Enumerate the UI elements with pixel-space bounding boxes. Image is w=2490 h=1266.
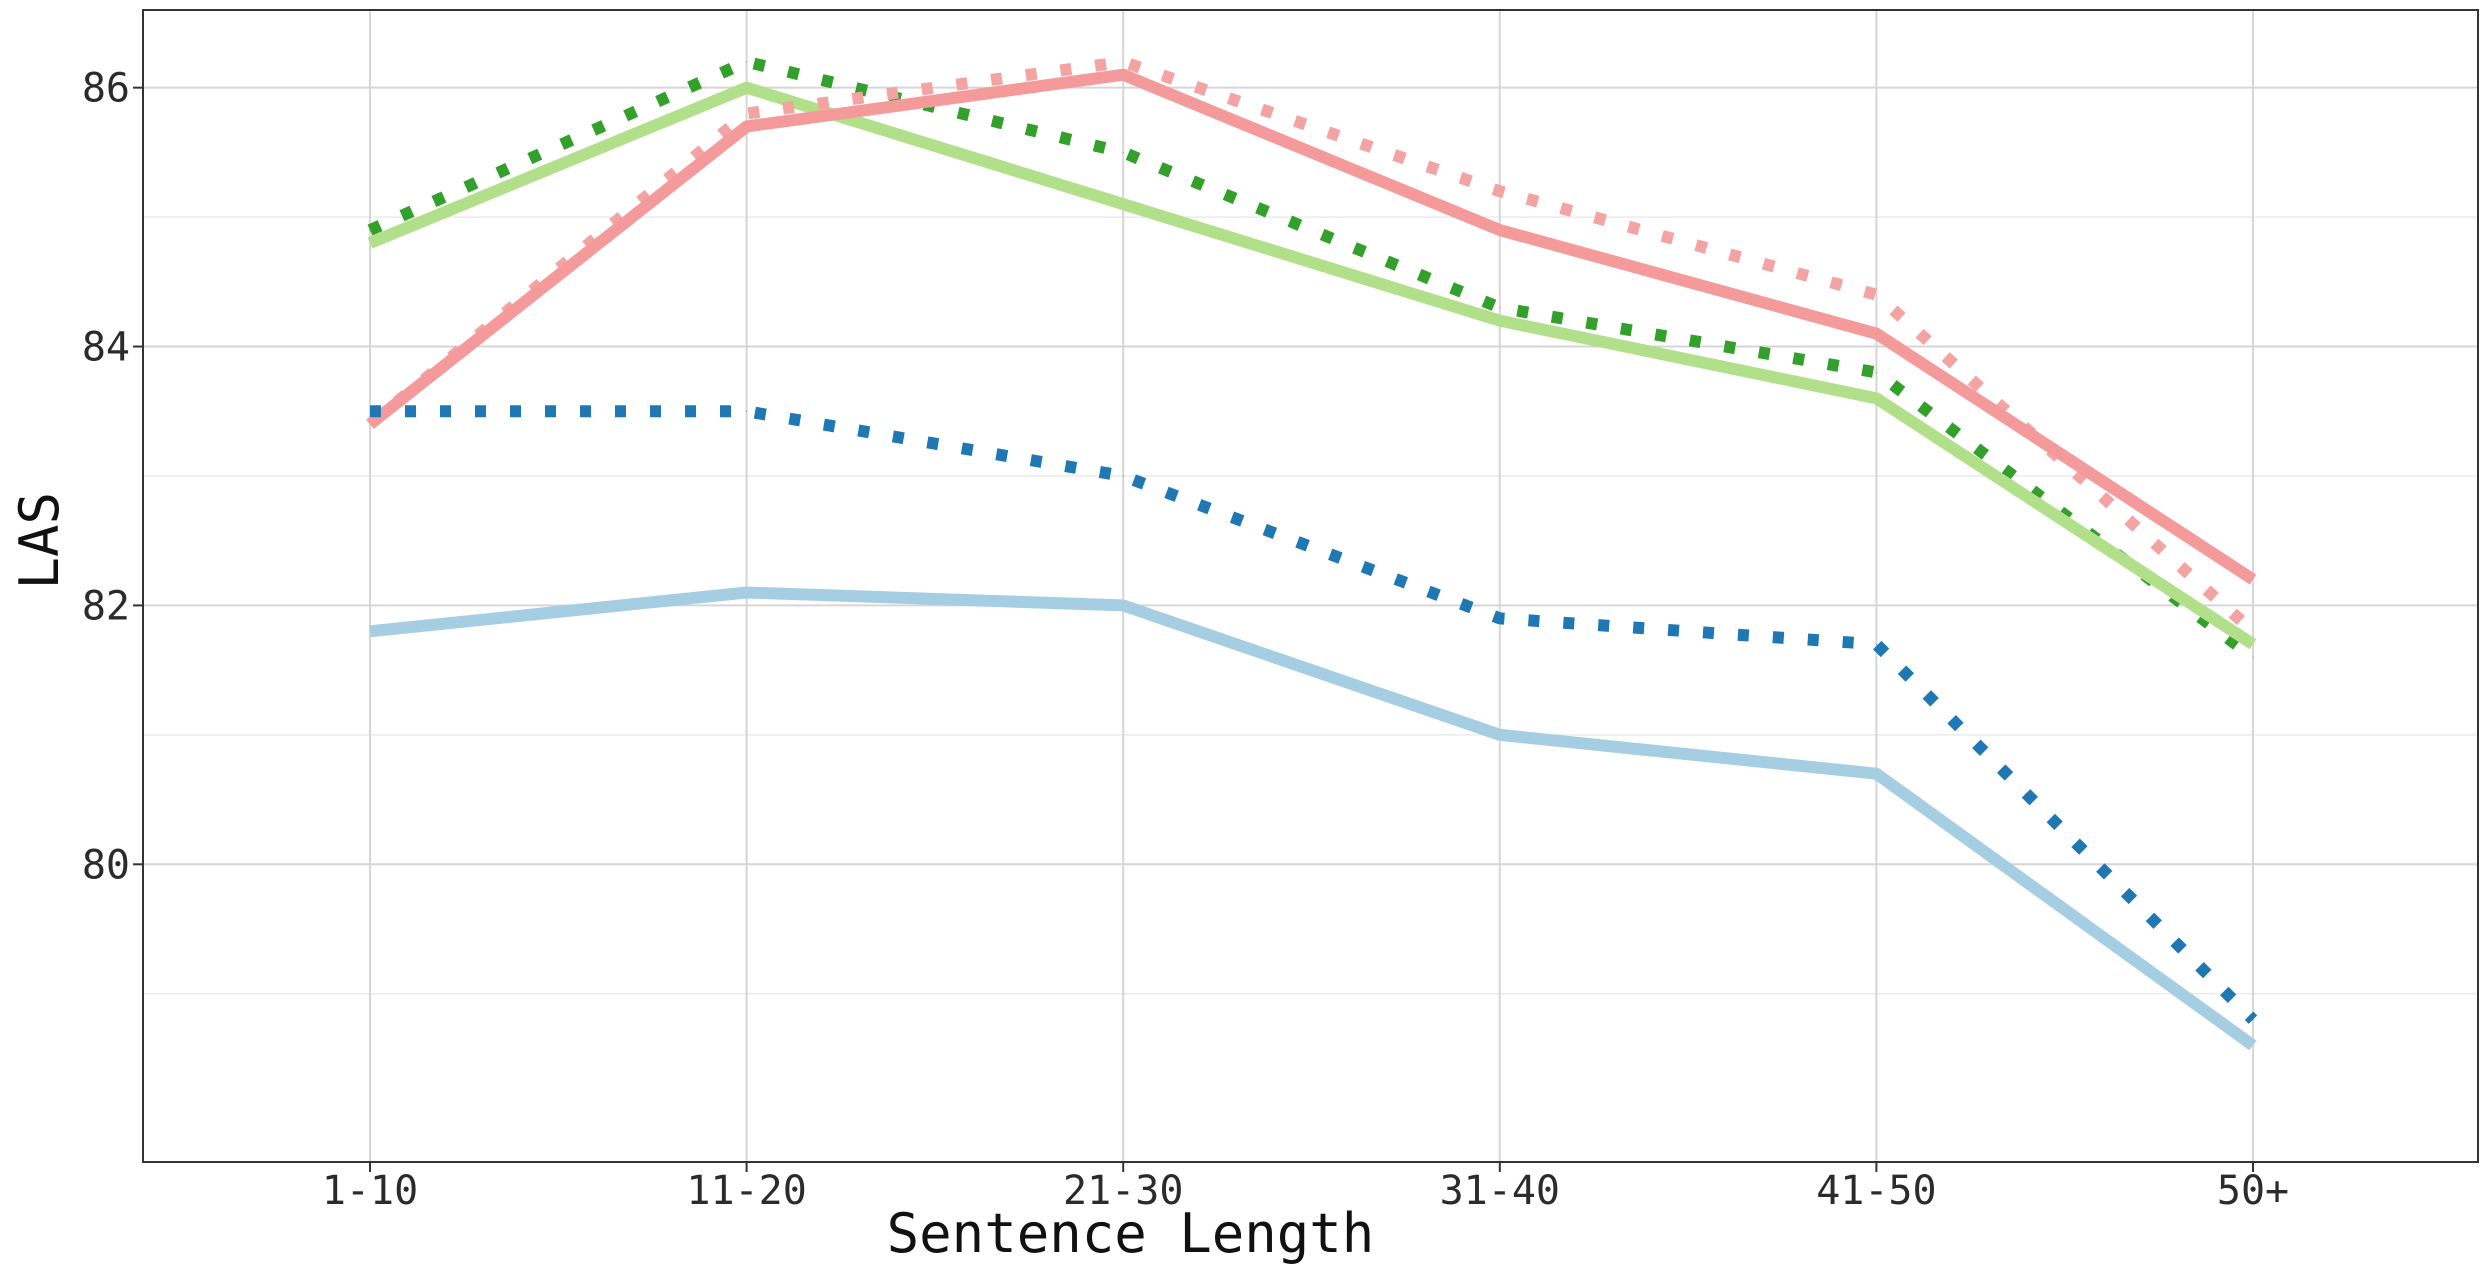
y-tick-label: 82 [82, 583, 130, 629]
data-point [1122, 203, 1124, 205]
data-point [1499, 734, 1501, 736]
data-point [369, 242, 371, 244]
data-point [1499, 229, 1501, 231]
y-tick-label: 80 [82, 842, 130, 888]
data-point [1875, 773, 1877, 775]
x-tick-label: 1-10 [322, 1168, 418, 1214]
data-point [369, 423, 371, 425]
data-point [746, 61, 748, 63]
data-point [1875, 294, 1877, 296]
series-line-6-solid [369, 586, 2257, 1051]
x-tick-label: 50+ [2217, 1168, 2289, 1214]
plot-panel-border [142, 9, 2479, 1163]
data-series [366, 55, 2258, 1051]
data-point [2252, 630, 2254, 632]
data-point [1122, 74, 1124, 76]
data-point [1875, 643, 1877, 645]
data-point [369, 229, 371, 231]
data-point [1122, 151, 1124, 153]
data-point [1122, 475, 1124, 477]
data-point [1122, 604, 1124, 606]
data-point [2252, 643, 2254, 645]
data-point [746, 591, 748, 593]
y-axis-title: LAS [8, 492, 71, 590]
data-point [1499, 190, 1501, 192]
data-point [1499, 320, 1501, 322]
data-point [369, 410, 371, 412]
x-tick-label: 41-50 [1816, 1168, 1936, 1214]
data-point [2252, 579, 2254, 581]
data-point [1499, 617, 1501, 619]
data-point [369, 630, 371, 632]
x-tick-label: 21-30 [1063, 1168, 1183, 1214]
data-point [2252, 1019, 2254, 1021]
data-point [746, 113, 748, 115]
data-point [746, 410, 748, 412]
x-axis-title: Sentence Length [887, 1202, 1375, 1265]
data-point [746, 87, 748, 89]
data-point [1875, 371, 1877, 373]
data-point [1499, 307, 1501, 309]
series-line-2-solid [367, 81, 2257, 650]
data-point [1875, 333, 1877, 335]
x-axis-ticks: 1-10 11-20 21-30 31-40 41-50 50+ [322, 1162, 2289, 1214]
data-point [1875, 397, 1877, 399]
x-tick-label: 11-20 [686, 1168, 806, 1214]
y-axis-ticks: 80 82 84 86 [82, 66, 143, 888]
x-tick-label: 31-40 [1440, 1168, 1560, 1214]
grid-lines [143, 10, 2478, 1162]
data-point [2252, 656, 2254, 658]
data-point [746, 125, 748, 127]
data-point [2252, 1045, 2254, 1047]
series-line-4-solid [366, 68, 2257, 585]
y-tick-label: 84 [82, 325, 130, 371]
data-point [1122, 61, 1124, 63]
y-tick-label: 86 [82, 66, 130, 112]
